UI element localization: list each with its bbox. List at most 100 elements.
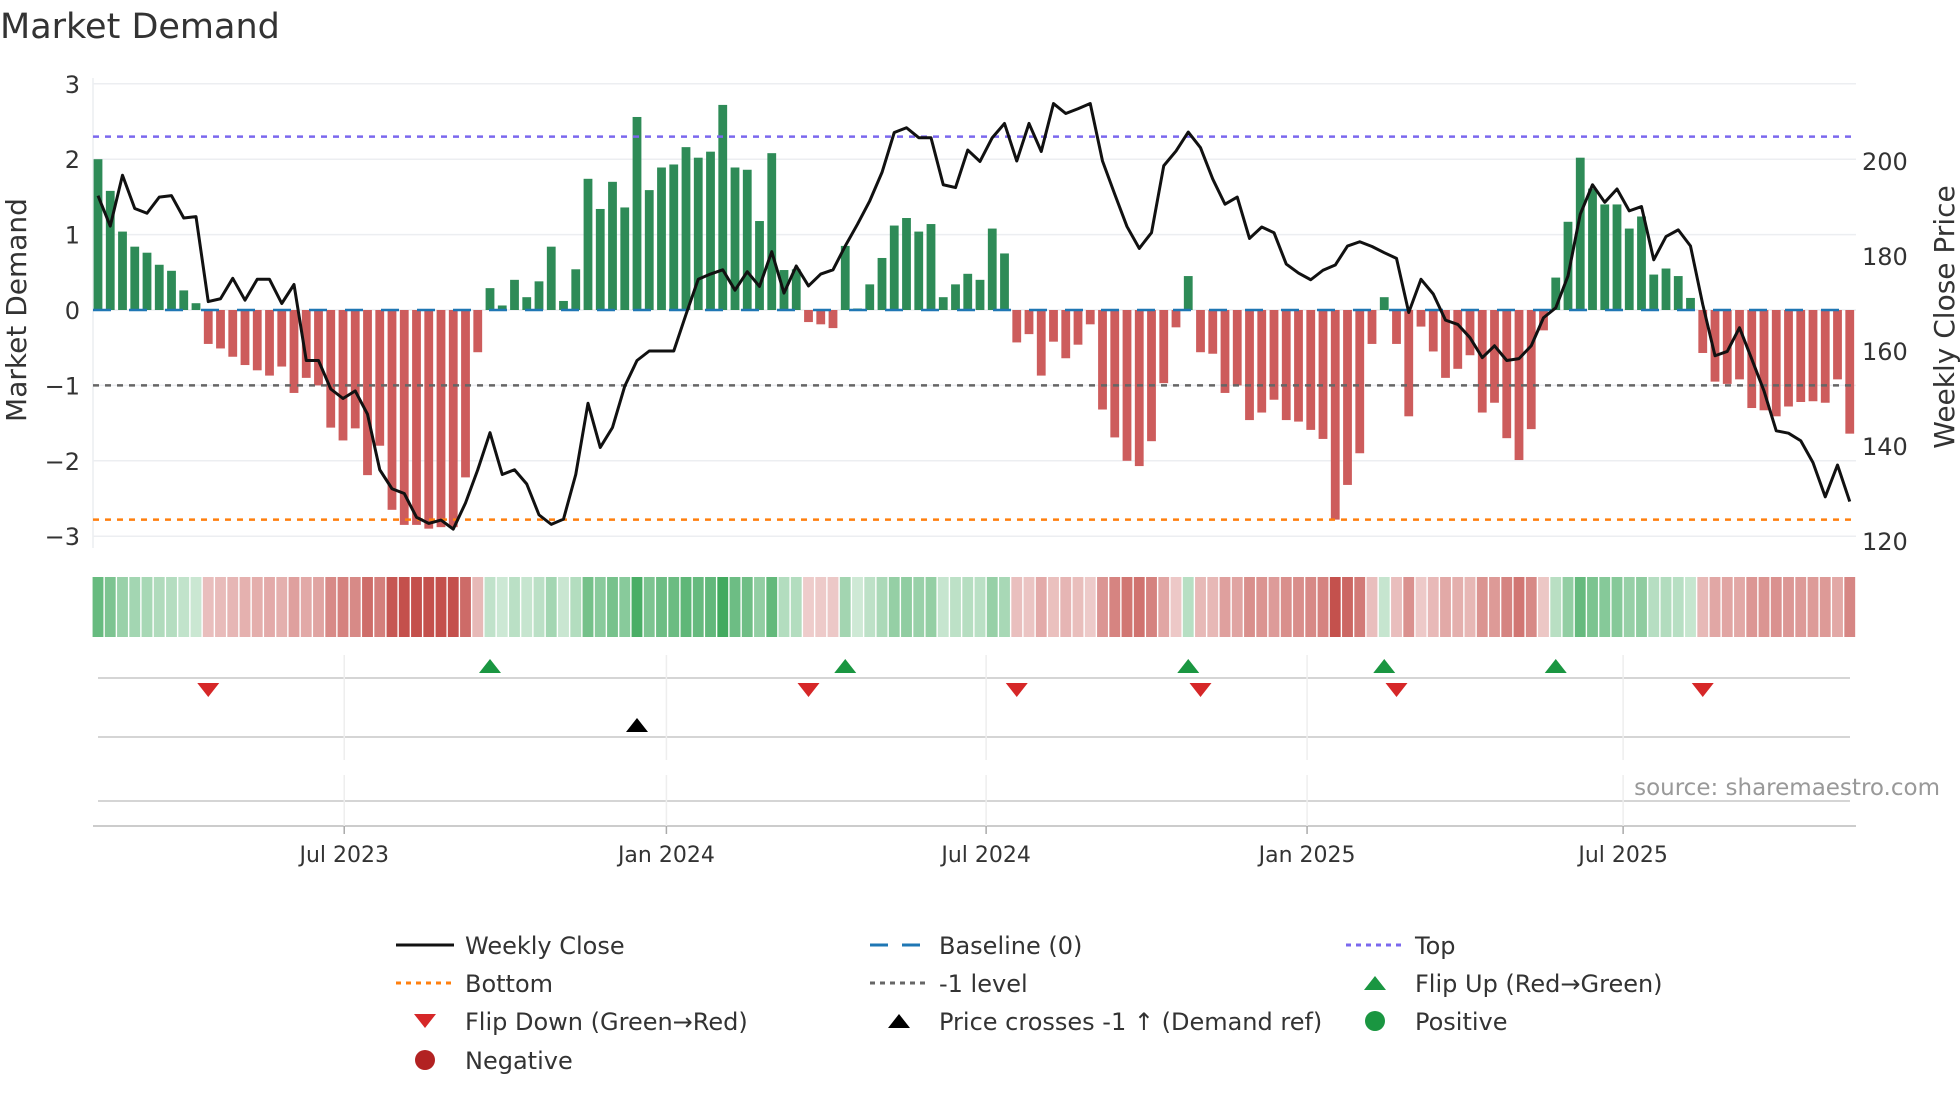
signal-strip-cell (729, 577, 741, 637)
signal-strip-cell (1378, 577, 1390, 637)
signal-strip-cell (264, 577, 275, 637)
signal-strip-cell (1501, 577, 1513, 637)
demand-bar (755, 221, 764, 310)
legend-label: Weekly Close (465, 932, 625, 960)
signal-strip-cell (778, 577, 790, 637)
signal-strip-cell (1195, 577, 1206, 637)
signal-strip-cell (1011, 577, 1023, 637)
signal-strip-cell (1084, 577, 1096, 637)
x-tick-label: Jul 2023 (297, 843, 389, 868)
legend-swatch-triangle-up (1364, 976, 1386, 990)
demand-bar (1416, 310, 1426, 327)
demand-bar (1453, 310, 1463, 369)
demand-bar (375, 310, 385, 446)
signal-strip-cell (925, 577, 937, 637)
signal-strip-cell (1832, 577, 1843, 637)
demand-bar (1612, 204, 1622, 310)
demand-bar (1220, 310, 1230, 393)
demand-bar (1392, 310, 1401, 344)
signal-strip-cell (1464, 577, 1476, 637)
demand-bar (1245, 310, 1254, 421)
demand-bar (399, 310, 409, 525)
signal-strip-cell (1048, 577, 1059, 637)
signal-strip-cell (104, 577, 116, 637)
signal-strip-cell (1685, 577, 1696, 637)
legend-swatch-circle (1365, 1011, 1385, 1031)
signal-strip-cell (1611, 577, 1623, 637)
demand-bar (1649, 274, 1659, 310)
signal-strip-cell (1562, 577, 1574, 637)
signal-strip-cell (619, 577, 631, 637)
legend-label: Bottom (465, 970, 553, 998)
legend-swatch-triangle-up (888, 1014, 910, 1028)
demand-bar (914, 231, 924, 310)
signal-strip-cell (1697, 577, 1709, 637)
demand-bar (644, 190, 654, 310)
flip-up-marker (1373, 659, 1396, 673)
demand-bar (1722, 310, 1732, 384)
legend-label: Negative (465, 1047, 573, 1075)
demand-bar (277, 310, 287, 367)
signal-strip-cell (1660, 577, 1672, 637)
demand-bar (1465, 310, 1475, 356)
demand-bar (1771, 310, 1781, 417)
demand-bar (595, 208, 605, 310)
flip-up-marker (1544, 659, 1567, 673)
signal-strip-cell (570, 577, 582, 637)
signal-strip-cell (166, 577, 177, 637)
demand-bar (252, 310, 262, 371)
signal-strip-cell (852, 577, 863, 637)
signal-strip-cell (888, 577, 900, 637)
signal-strip-cell (1231, 577, 1243, 637)
signal-strip-cell (803, 577, 814, 637)
demand-bar (1477, 310, 1487, 413)
signal-strip-cell (741, 577, 753, 637)
demand-bar (485, 288, 495, 310)
signal-strip-cell (1440, 577, 1451, 637)
flip-up-marker (479, 659, 501, 673)
chart-title: Market Demand (0, 7, 280, 47)
signal-strip-cell (1599, 577, 1611, 637)
demand-bar (1563, 221, 1573, 310)
demand-bar (216, 310, 225, 349)
signal-strip-cell (1574, 577, 1586, 637)
demand-bar (657, 167, 666, 310)
demand-bar (301, 310, 311, 378)
signal-strip-cell (398, 577, 410, 637)
signal-strip-cell (1721, 577, 1733, 637)
y-axis-title: Market Demand (0, 198, 33, 422)
signal-strip-cell (153, 577, 165, 637)
signal-strip-cell (1244, 577, 1255, 637)
y-tick-label: 2 (65, 146, 80, 174)
demand-bar (742, 169, 752, 310)
signal-strip-cell (288, 577, 300, 637)
signal-strip-cell (1770, 577, 1782, 637)
signal-strip-cell (1268, 577, 1280, 637)
signal-strip-cell (999, 577, 1010, 637)
signal-strip-cell (1587, 577, 1598, 637)
demand-bar (926, 224, 936, 310)
demand-bar (105, 190, 115, 310)
signal-strip-cell (325, 577, 337, 637)
signal-strip-cell (1207, 577, 1219, 637)
signal-strip-cell (1391, 577, 1402, 637)
signal-strip-cell (1513, 577, 1525, 637)
x-tick-label: Jan 2025 (1257, 843, 1356, 868)
signal-strip-cell (533, 577, 545, 637)
signal-strip-cell (117, 577, 128, 637)
signal-strip-cell (1280, 577, 1292, 637)
signal-strip-cell (1623, 577, 1635, 637)
signal-strip-cell (1452, 577, 1464, 637)
demand-bar (1036, 310, 1046, 376)
signal-strip-cell (386, 577, 398, 637)
signal-strip-cell (656, 577, 667, 637)
weekly-close-line (96, 102, 1852, 531)
signal-strip-cell (1538, 577, 1549, 637)
demand-bar (1110, 310, 1120, 438)
demand-bar (632, 116, 642, 310)
flip-down-marker (1189, 683, 1212, 697)
demand-bar (804, 310, 813, 323)
signal-strip-cell (423, 577, 435, 637)
demand-bar (350, 310, 360, 429)
demand-bar (1845, 310, 1855, 434)
